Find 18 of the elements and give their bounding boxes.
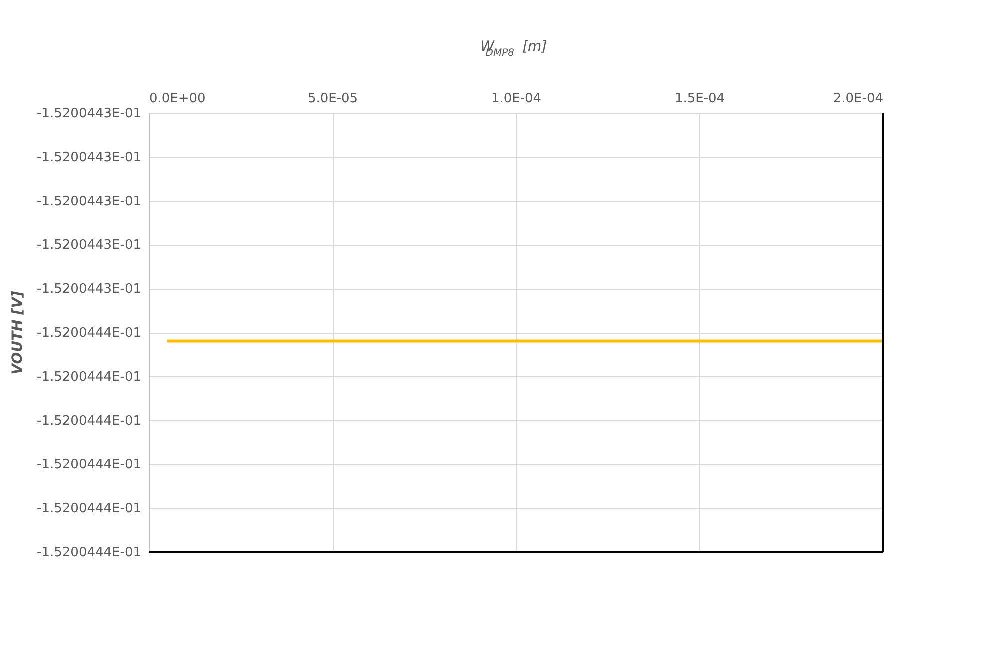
y-tick-label: -1.5200444E-01 bbox=[37, 370, 142, 385]
y-tick-label: -1.5200444E-01 bbox=[37, 546, 142, 560]
x-tick-label: 5.0E-05 bbox=[308, 92, 358, 106]
y-tick-label: -1.5200443E-01 bbox=[37, 238, 142, 254]
y-tick-label: -1.5200444E-01 bbox=[37, 414, 142, 429]
y-tick-label: -1.5200444E-01 bbox=[37, 326, 142, 341]
y-tick-label: -1.5200444E-01 bbox=[37, 502, 142, 517]
y-tick-label: -1.5200443E-01 bbox=[37, 106, 142, 122]
x-tick-label: 0.0E+00 bbox=[150, 92, 206, 106]
y-tick-label: -1.5200443E-01 bbox=[37, 194, 142, 210]
y-tick-label: -1.5200443E-01 bbox=[37, 282, 142, 298]
x-axis-title: WDMP8 [m] bbox=[480, 39, 548, 59]
y-tick-label: -1.5200444E-01 bbox=[37, 458, 142, 473]
x-tick-label: 2.0E-04 bbox=[833, 92, 884, 106]
y-axis-title: VOUTH [V] bbox=[10, 290, 26, 375]
y-tick-label: -1.5200443E-01 bbox=[37, 150, 142, 166]
x-tick-label: 1.5E-04 bbox=[674, 92, 726, 106]
x-tick-label: 1.0E-04 bbox=[491, 92, 542, 106]
